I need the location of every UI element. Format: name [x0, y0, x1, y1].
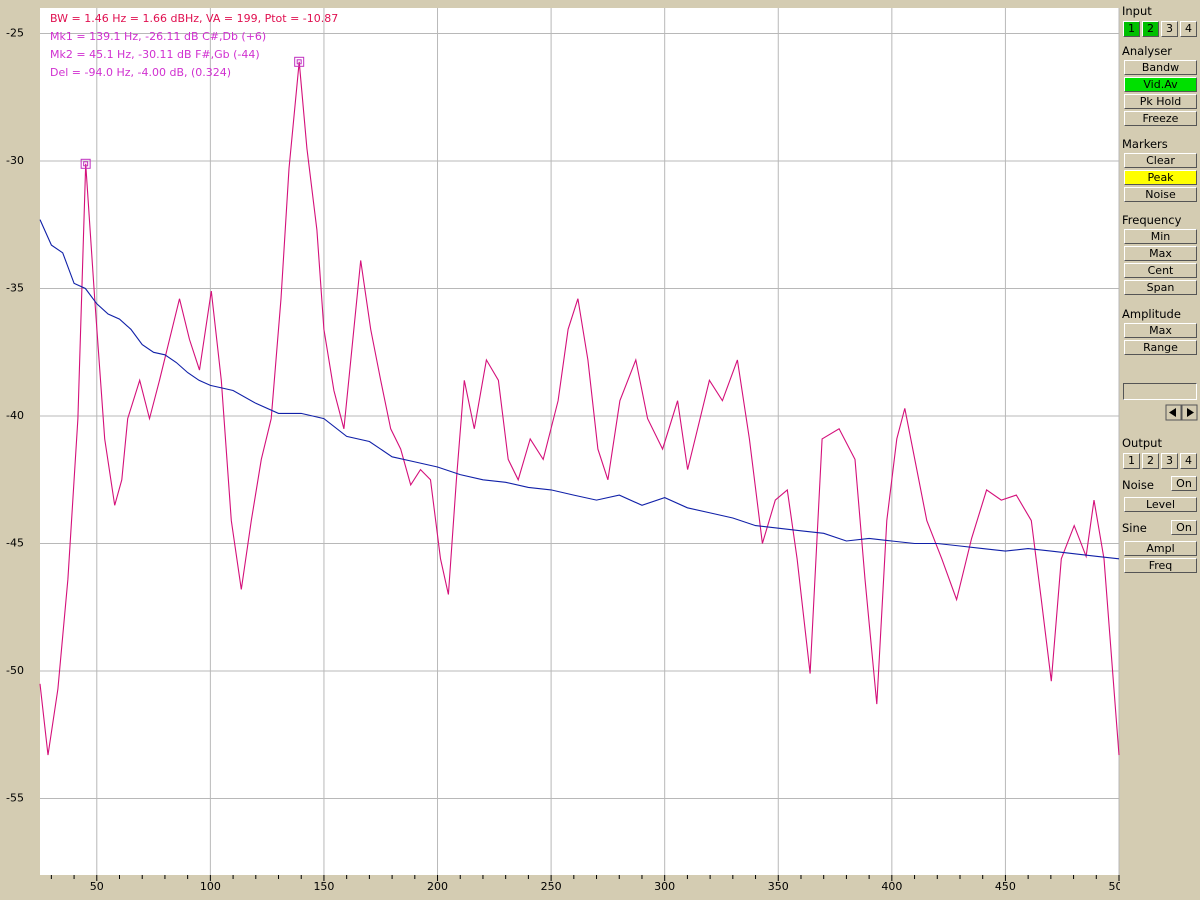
marker-line: Del = -94.0 Hz, -4.00 dB, (0.324) — [50, 66, 231, 79]
section-title: Output — [1122, 436, 1162, 450]
y-tick-label: -45 — [6, 537, 24, 550]
control-panel: Input 1 2 3 4 Analyser Bandw Vid.Av Pk Hold Freez… — [1120, 0, 1200, 900]
x-tick-label: 500 — [1109, 880, 1121, 893]
button[interactable]: Max — [1124, 246, 1197, 261]
section-title: Frequency — [1122, 213, 1182, 227]
section-title: Markers — [1122, 137, 1168, 151]
x-tick-label: 300 — [654, 880, 675, 893]
button[interactable]: Peak — [1124, 170, 1197, 185]
trace — [39, 61, 1120, 756]
y-tick-label: -50 — [6, 664, 24, 677]
x-tick-label: 150 — [313, 880, 334, 893]
button[interactable]: Vid.Av — [1124, 77, 1197, 92]
x-tick-label: 400 — [881, 880, 902, 893]
right-arrow-icon — [1187, 408, 1194, 417]
y-tick-label: -40 — [6, 409, 24, 422]
section-title: Sine — [1122, 521, 1147, 535]
x-tick-label: 50 — [90, 880, 104, 893]
toggle-button[interactable]: On — [1171, 520, 1197, 535]
plot-area — [40, 8, 1119, 875]
y-tick-label: -55 — [6, 792, 24, 805]
marker-line: Mk1 = 139.1 Hz, -26.11 dB C#,Db (+6) — [50, 30, 266, 43]
spectrum-chart: BW = 1.46 Hz = 1.66 dBHz, VA = 199, Ptot… — [6, 8, 1121, 893]
button[interactable]: 4 — [1180, 21, 1197, 37]
left-arrow-icon — [1169, 408, 1176, 417]
marker-inner — [296, 59, 302, 65]
button[interactable]: Freeze — [1124, 111, 1197, 126]
button[interactable]: 4 — [1180, 453, 1197, 469]
section-title: Analyser — [1122, 44, 1172, 58]
toggle-button[interactable]: On — [1171, 476, 1197, 491]
button[interactable]: Bandw — [1124, 60, 1197, 75]
y-tick-label: -35 — [6, 282, 24, 295]
y-tick-label: -30 — [6, 154, 24, 167]
button[interactable]: Level — [1124, 497, 1197, 512]
y-tick-label: -25 — [6, 27, 24, 40]
x-tick-label: 100 — [200, 880, 221, 893]
button[interactable]: Freq — [1124, 558, 1197, 573]
trace — [39, 219, 1120, 560]
button[interactable]: Clear — [1124, 153, 1197, 168]
button[interactable]: Range — [1124, 340, 1197, 355]
x-tick-label: 350 — [768, 880, 789, 893]
button[interactable]: 3 — [1161, 453, 1178, 469]
button[interactable]: Span — [1124, 280, 1197, 295]
button[interactable]: Ampl — [1124, 541, 1197, 556]
button[interactable]: 1 — [1123, 453, 1140, 469]
button[interactable]: 3 — [1161, 21, 1178, 37]
section-title: Noise — [1122, 478, 1154, 492]
button[interactable]: 2 — [1142, 453, 1159, 469]
button[interactable]: 1 — [1123, 21, 1140, 37]
marker-line: Mk2 = 45.1 Hz, -30.11 dB F#,Gb (-44) — [50, 48, 260, 61]
x-tick-label: 200 — [427, 880, 448, 893]
button[interactable]: 2 — [1142, 21, 1159, 37]
x-tick-label: 250 — [541, 880, 562, 893]
button[interactable]: Noise — [1124, 187, 1197, 202]
marker-inner — [83, 161, 89, 167]
marker — [80, 158, 91, 169]
section-title: Input — [1122, 4, 1152, 18]
section-title: Amplitude — [1122, 307, 1181, 321]
button[interactable]: Max — [1124, 323, 1197, 338]
x-tick-label: 450 — [995, 880, 1016, 893]
button[interactable]: Min — [1124, 229, 1197, 244]
header: BW = 1.46 Hz = 1.66 dBHz, VA = 199, Ptot… — [50, 12, 338, 25]
button[interactable]: Cent — [1124, 263, 1197, 278]
arrow-buttons — [1165, 404, 1198, 421]
button[interactable]: Pk Hold — [1124, 94, 1197, 109]
text-field[interactable] — [1123, 383, 1197, 400]
marker — [294, 56, 305, 67]
